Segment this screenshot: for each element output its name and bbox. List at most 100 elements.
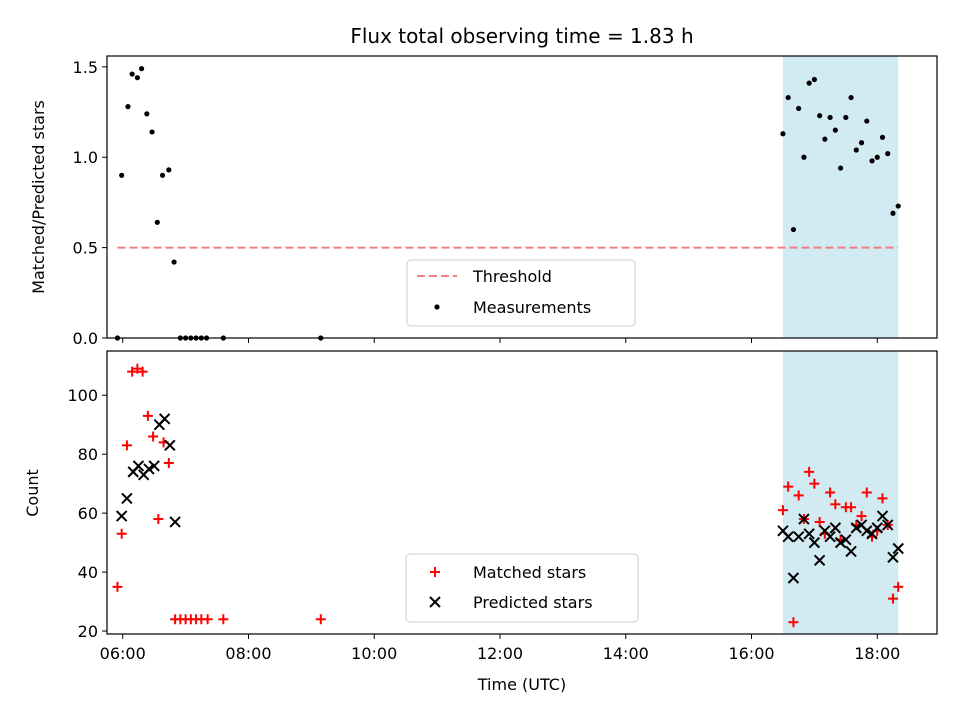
bottom-panel: 06:00 08:00 10:00 12:00 14:00 16:00 18:00 20 40… (23, 350, 938, 694)
matched-star-point (856, 511, 867, 522)
measurement-point (848, 94, 854, 101)
measurement-point (166, 167, 172, 173)
top-y-axis-label: Matched/Predicted stars (29, 100, 48, 294)
chart-title: Flux total observing time = 1.83 h (350, 24, 693, 48)
top-legend: Threshold Measurements (406, 259, 636, 327)
x-tick-label: 14:00 (603, 644, 649, 663)
measurement-point (869, 158, 875, 164)
predicted-star-point (834, 536, 847, 549)
x-axis-label: Time (UTC) (477, 675, 566, 694)
y-tick-label: 40 (78, 563, 98, 582)
measurement-point (806, 80, 812, 86)
predicted-x-b (887, 551, 899, 564)
predicted-star-point (850, 522, 863, 534)
matched-star-point (218, 614, 229, 625)
measurement-point (832, 127, 838, 133)
y-tick-label: 60 (78, 504, 98, 523)
matched-star-point (793, 490, 804, 501)
predicted-star-point (813, 554, 826, 567)
predicted-star-point (115, 510, 128, 522)
predicted-x-b (777, 525, 789, 537)
measurement-point (138, 66, 145, 72)
predicted-star-point (158, 413, 171, 425)
x-tick-label: 16:00 (728, 644, 774, 663)
measurement-point (134, 75, 140, 81)
measurement-point (785, 94, 791, 101)
y-tick-label: 0.5 (73, 239, 98, 258)
predicted-x-b (803, 528, 815, 540)
measurement-point (827, 114, 833, 121)
y-tick-label: 100 (67, 386, 98, 405)
matched-star-point (132, 363, 143, 374)
predicted-star-point (164, 439, 176, 452)
predicted-star-point (840, 533, 852, 546)
predicted-x-b (819, 525, 831, 537)
predicted-x-b (169, 516, 181, 528)
predicted-x-b (850, 522, 863, 534)
measurement-point (895, 203, 901, 209)
measurements-legend-label: Measurements (473, 298, 591, 317)
measurement-point (796, 105, 802, 112)
measurement-point (171, 259, 177, 265)
predicted-x-b (143, 463, 155, 475)
matched-star-point (814, 516, 825, 527)
predicted-x-b (892, 542, 904, 555)
matched-star-point (202, 614, 213, 625)
predicted-x-b (813, 554, 826, 567)
measurements-legend-swatch (434, 304, 440, 310)
measurement-point (780, 131, 786, 137)
measurement-point (817, 113, 823, 119)
matched-star-point (137, 366, 148, 377)
matched-legend-swatch (430, 567, 440, 577)
top-legend-box (406, 259, 636, 327)
x-tick-label: 10:00 (351, 644, 397, 663)
measurement-point (154, 219, 160, 225)
measurement-point (144, 111, 150, 117)
predicted-x-b (871, 522, 883, 534)
measurement-point (843, 114, 849, 121)
predicted-star-point (829, 522, 842, 534)
measurement-point (885, 151, 891, 157)
predicted-x-b (787, 572, 800, 584)
measurement-point (149, 129, 155, 135)
y-tick-label: 1.5 (73, 58, 98, 77)
measurement-point (853, 147, 859, 153)
bottom-legend: Matched stars Predicted stars (405, 553, 639, 623)
matched-star-point (121, 440, 132, 451)
predicted-x-b (792, 531, 805, 543)
predicted-x-b (132, 460, 145, 472)
predicted-star-point (803, 528, 815, 540)
measurement-point (864, 118, 870, 124)
matched-star-point (116, 528, 127, 539)
matched-star-point (112, 581, 123, 592)
measurement-point (159, 172, 166, 178)
y-tick-label: 80 (78, 445, 98, 464)
predicted-star-point (824, 531, 836, 543)
matched-star-point (142, 410, 153, 421)
measurement-point (801, 154, 807, 160)
predicted-x-b (855, 519, 868, 531)
matched-star-point (846, 502, 857, 513)
predicted-x-b (808, 536, 821, 549)
threshold-legend-label: Threshold (472, 267, 552, 286)
matched-star-point (887, 593, 898, 604)
x-tick-label: 18:00 (854, 644, 900, 663)
predicted-legend-label: Predicted stars (473, 593, 593, 612)
predicted-star-point (887, 551, 899, 564)
x-tick-label: 12:00 (477, 644, 523, 663)
predicted-x-b (876, 510, 889, 522)
predicted-x-b (861, 525, 873, 537)
measurement-point (879, 134, 886, 140)
top-panel: 0.0 0.5 1.0 1.5 Matched/Predicted stars Thr… (29, 55, 938, 348)
matched-star-point (163, 458, 174, 469)
measurement-point (822, 136, 828, 142)
predicted-star-point (782, 531, 794, 543)
matched-star-point (893, 581, 904, 592)
predicted-star-point (792, 531, 805, 543)
measurement-point (125, 104, 131, 110)
top-panel-frame (106, 55, 938, 339)
predicted-star-point (808, 536, 821, 549)
matched-star-point (153, 514, 164, 525)
measurement-point (119, 172, 125, 178)
observing-window-span (782, 56, 899, 338)
